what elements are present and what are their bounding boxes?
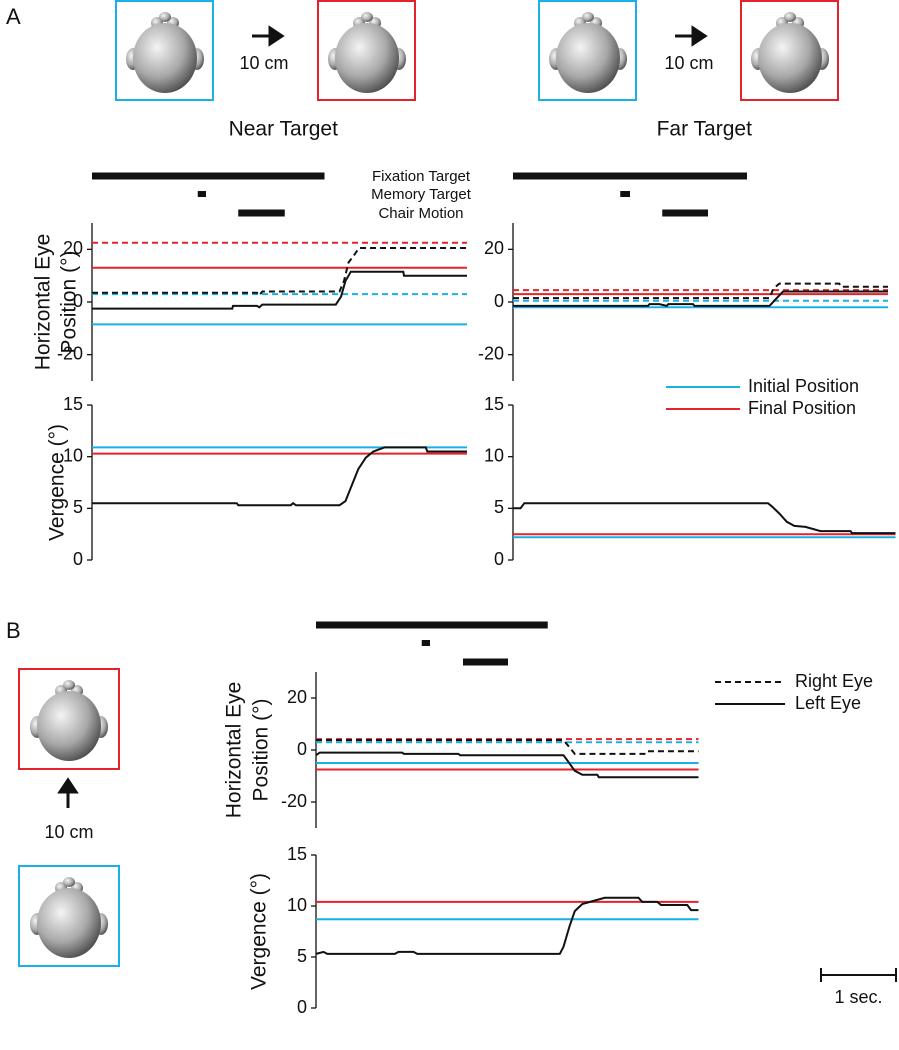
event-bar [620, 191, 630, 197]
event-bar [92, 172, 325, 180]
trace [92, 446, 467, 507]
distance-label: 10 cm [44, 822, 93, 842]
event-bar [662, 209, 708, 217]
y-tick-label: 15 [484, 394, 504, 414]
y-tick-label: 20 [287, 687, 307, 707]
trace [513, 502, 896, 535]
y-axis-label: Vergence (°) [46, 424, 69, 541]
distance-label: 10 cm [664, 53, 713, 73]
legend-label: Final Position [748, 398, 856, 418]
y-axis-label: Horizontal Eye [223, 682, 246, 819]
y-tick-label: 10 [63, 445, 83, 465]
y-axis-label: Position (°) [250, 699, 273, 802]
y-tick-label: 20 [63, 238, 83, 258]
y-tick-label: 0 [297, 739, 307, 759]
y-axis-label: Horizontal Eye [32, 234, 55, 371]
legend-label: Right Eye [795, 671, 873, 691]
y-tick-label: 20 [484, 238, 504, 258]
chart-title: Near Target [229, 118, 339, 141]
event-bar [463, 658, 508, 666]
trace [92, 270, 467, 310]
legend-label: Left Eye [795, 693, 861, 713]
y-tick-label: 0 [73, 549, 83, 569]
trace [513, 282, 888, 300]
y-axis-label: Position (°) [58, 251, 81, 354]
scale-bar-label: 1 sec. [834, 987, 882, 1007]
event-label: Memory Target [371, 186, 472, 203]
event-label: Fixation Target [372, 168, 471, 185]
trace [315, 751, 699, 779]
y-tick-label: 0 [494, 549, 504, 569]
y-tick-label: 5 [73, 497, 83, 517]
event-bar [421, 640, 430, 646]
trace [513, 290, 888, 308]
legend-label: Initial Position [748, 376, 859, 396]
distance-label: 10 cm [239, 53, 288, 73]
y-tick-label: -20 [281, 791, 307, 811]
chart-title: Far Target [657, 118, 752, 141]
head-icons [18, 0, 839, 967]
y-tick-label: 5 [494, 497, 504, 517]
event-bar [197, 191, 206, 197]
event-bar [316, 621, 548, 629]
event-label: Chair Motion [378, 205, 463, 222]
trace [92, 247, 467, 297]
panel-label: B [6, 618, 21, 643]
y-tick-label: 10 [484, 445, 504, 465]
y-tick-label: -20 [57, 343, 83, 363]
y-tick-label: 15 [63, 394, 83, 414]
y-tick-label: 0 [494, 291, 504, 311]
scale-bar [820, 968, 897, 982]
y-tick-label: 15 [287, 844, 307, 864]
y-tick-label: 5 [297, 946, 307, 966]
trace [315, 896, 699, 955]
event-bar [513, 172, 747, 180]
panel-label: A [6, 4, 21, 29]
y-tick-label: -20 [478, 343, 504, 363]
y-tick-label: 0 [297, 997, 307, 1017]
y-axis-label: Vergence (°) [248, 873, 271, 990]
y-tick-label: 10 [287, 895, 307, 915]
trace [316, 739, 699, 755]
event-bar [238, 209, 285, 217]
y-tick-label: 0 [73, 291, 83, 311]
